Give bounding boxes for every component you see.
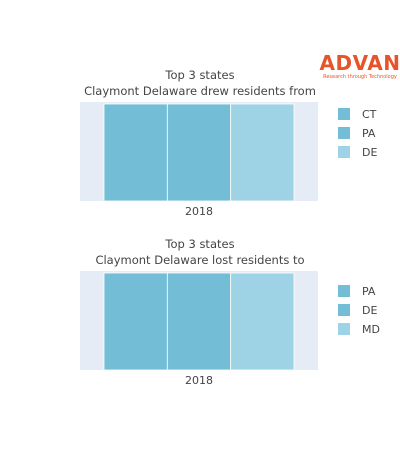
x-tick-label: 2018 — [185, 205, 213, 218]
chart-title-line-1: Top 3 states — [164, 68, 234, 82]
chart-title-line-1: Top 3 states — [164, 237, 234, 251]
advan-logo: ADVAN Research through Technology — [320, 51, 400, 80]
legend-swatch — [338, 146, 350, 158]
bar-segment-ct — [103, 103, 168, 202]
legend-label: MD — [362, 323, 380, 336]
logo-tagline: Research through Technology — [323, 74, 397, 80]
chart-title-line-2: Claymont Delaware lost residents to — [95, 253, 304, 267]
logo-wordmark: ADVAN — [320, 51, 400, 75]
bars-group — [103, 272, 295, 371]
legend-swatch — [338, 304, 350, 316]
legend-label: DE — [362, 304, 377, 317]
bars-group — [103, 103, 295, 202]
legend-label: CT — [362, 108, 377, 121]
legend: CT PA DE — [338, 108, 377, 159]
x-tick-label: 2018 — [185, 374, 213, 387]
chart-drew-from: Top 3 states Claymont Delaware drew resi… — [80, 68, 377, 218]
legend: PA DE MD — [338, 285, 380, 336]
bar-segment-de — [166, 272, 232, 371]
legend-label: DE — [362, 146, 377, 159]
bar-segment-de — [230, 103, 295, 202]
chart-lost-to: Top 3 states Claymont Delaware lost resi… — [80, 237, 380, 387]
bar-segment-pa — [166, 103, 232, 202]
legend-label: PA — [362, 285, 376, 298]
legend-swatch — [338, 323, 350, 335]
bar-segment-md — [230, 272, 295, 371]
chart-title-line-2: Claymont Delaware drew residents from — [84, 84, 316, 98]
legend-swatch — [338, 108, 350, 120]
bar-segment-pa — [103, 272, 168, 371]
legend-swatch — [338, 285, 350, 297]
legend-label: PA — [362, 127, 376, 140]
legend-swatch — [338, 127, 350, 139]
